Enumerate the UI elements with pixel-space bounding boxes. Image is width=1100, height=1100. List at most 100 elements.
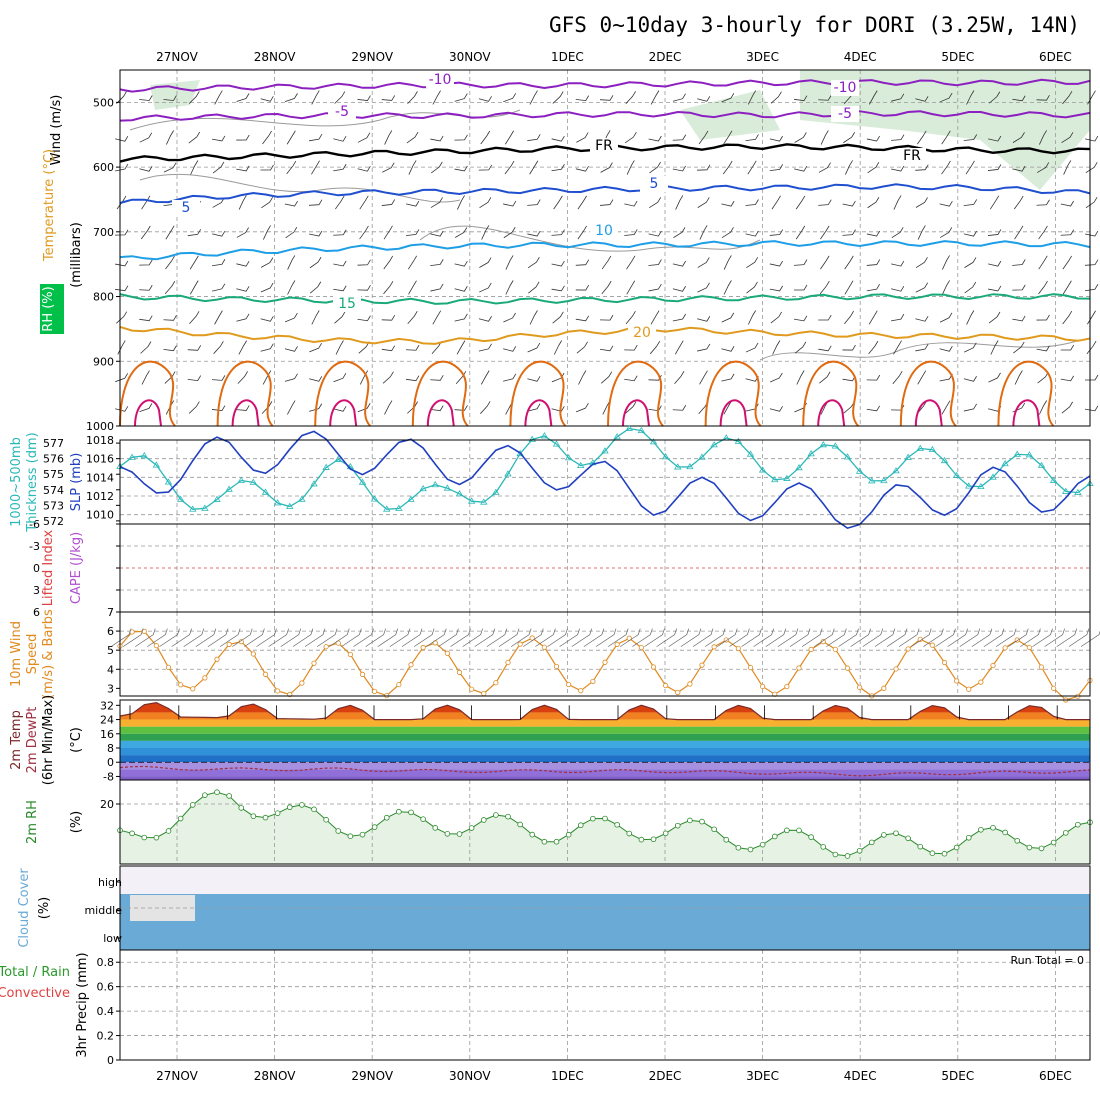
wind-barb (260, 96, 274, 102)
rh-marker (1026, 844, 1033, 851)
wind-barb-10m (656, 628, 677, 647)
wind-barb (383, 225, 393, 240)
wind-barb (1012, 284, 1026, 291)
date-label-bottom: 4DEC (844, 1069, 877, 1083)
wind-barb (260, 282, 274, 293)
lifted-index-panel: -6 -3 0 3 6 (29, 518, 1091, 619)
rh-marker (965, 834, 972, 841)
wind-barb-10m (717, 628, 738, 647)
wind-barb (771, 195, 781, 210)
slp-line (119, 430, 1091, 529)
temp-tick-label: 24 (100, 714, 114, 727)
wind-barb (480, 401, 491, 414)
wind-barb (890, 134, 905, 141)
thickness-marker (395, 504, 403, 511)
contour-label-bg (831, 106, 859, 122)
slp-axis-label: SLP (mb) (69, 453, 84, 512)
temp-band (120, 719, 1090, 727)
wind-barb (769, 406, 783, 412)
wind-barb (942, 280, 950, 295)
wind-barb (1036, 314, 1050, 321)
wind-barb (334, 91, 346, 104)
thickness-tick-label: 572 (43, 515, 64, 528)
wind-barb (1086, 340, 1097, 355)
wind-barb (1060, 200, 1074, 207)
wind-tick-label: 7 (107, 606, 114, 619)
wind-barb-10m (365, 628, 386, 647)
cloud-mid-low-bar (289, 894, 315, 950)
wind-barb (867, 197, 880, 209)
rh-marker (784, 827, 790, 834)
wind-barb (359, 225, 369, 240)
wind-barb (432, 310, 442, 325)
wind-barb (504, 160, 515, 175)
wind-barb (481, 225, 490, 240)
slp-tick-label: 1018 (86, 434, 114, 447)
wind-barb (769, 229, 784, 236)
rh-marker (929, 850, 936, 857)
contour-label-bg (898, 148, 926, 164)
wind-barb (188, 131, 201, 144)
wind-barb (745, 134, 759, 141)
wind-barb-10m (971, 628, 993, 647)
wind-barb (966, 90, 975, 105)
cloud-mid-low-bar (362, 894, 388, 950)
wind-speed-marker (311, 660, 317, 666)
wind-barb (624, 131, 637, 144)
isotherm-30 (231, 399, 260, 427)
cloud-mid-low-bar (799, 894, 824, 950)
wind-barb-10m (426, 628, 447, 647)
cloud-mid-low-bar (314, 894, 339, 950)
wind-barb (114, 229, 129, 236)
thickness-marker (189, 505, 197, 512)
contour-label-bg (590, 138, 618, 154)
wind-barb (407, 255, 418, 270)
wind-speed-marker (347, 651, 353, 658)
wind-barb (866, 405, 881, 412)
cloud-tick-label: middle (84, 904, 122, 917)
wind-barb (236, 227, 249, 238)
cloud-mid-low-bar (580, 894, 606, 950)
wind-barb (1037, 371, 1049, 384)
thickness-marker (298, 495, 306, 502)
wind-tick-label: 4 (107, 663, 114, 676)
wind-barb (479, 257, 492, 268)
thickness-marker (1001, 459, 1009, 467)
wind-barb (287, 280, 296, 295)
wind-barb (672, 313, 686, 322)
wind-barb (236, 260, 250, 267)
wind-barb (551, 372, 565, 383)
wind-barb (1038, 225, 1048, 240)
rh-marker (953, 844, 960, 851)
wind-barb (1061, 401, 1073, 414)
wind-barb (939, 92, 953, 103)
wind-barb (139, 259, 153, 266)
wind-barb (893, 195, 902, 210)
cloud-mid-low-bar (532, 894, 557, 950)
rh-axis-label: RH (%) (41, 286, 56, 331)
rh-marker (905, 835, 911, 842)
wind-barb (1062, 255, 1072, 270)
wind-barb (1038, 400, 1048, 415)
wind-barb (1012, 95, 1026, 102)
wind-barb (577, 225, 587, 240)
wind-barb-10m (159, 628, 180, 647)
rh-contour (759, 339, 1081, 361)
thickness-tick-label: 576 (43, 453, 64, 466)
rh-marker (323, 816, 329, 823)
wind-barb (746, 281, 758, 294)
cloud-mid-low-bar (726, 894, 751, 950)
wind-barb (648, 230, 662, 237)
pressure-tick-label: 900 (93, 355, 114, 368)
date-label-bottom: 5DEC (941, 1069, 974, 1083)
thickness-marker (516, 449, 524, 457)
wind-barb (845, 160, 853, 175)
date-label-top: 27NOV (156, 50, 198, 64)
wind-barb (892, 370, 903, 385)
contour-label: -10 (429, 72, 452, 88)
wind-barb (793, 284, 808, 291)
wind-barb (745, 342, 759, 353)
date-label-top: 6DEC (1039, 50, 1072, 64)
wind-barb (868, 310, 878, 325)
isotherm-30 (329, 399, 358, 427)
